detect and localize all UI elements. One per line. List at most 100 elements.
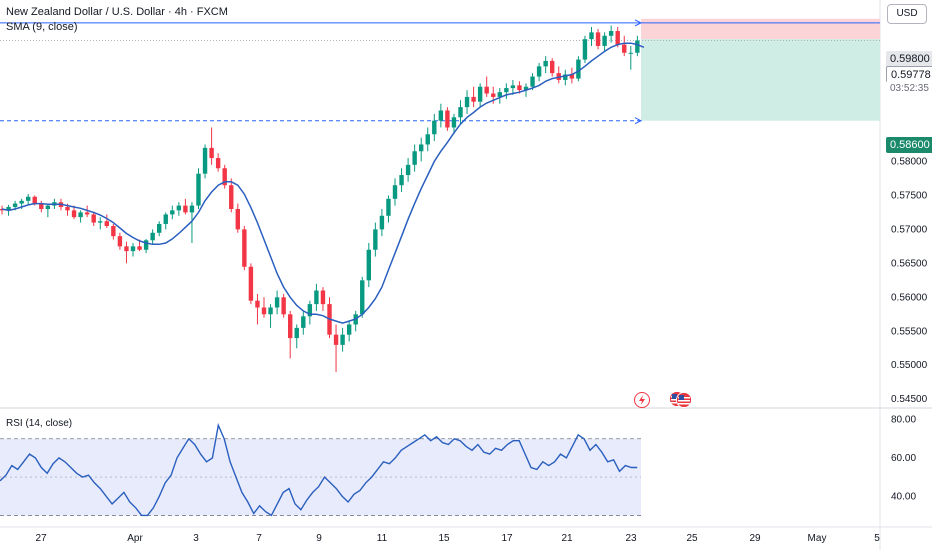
time-tick-label: 25 — [686, 533, 698, 544]
candle-body — [550, 60, 555, 74]
candle-body — [294, 327, 299, 339]
candle-body — [6, 206, 11, 211]
price-tick-label: 0.58000 — [891, 156, 928, 167]
candle-body — [242, 229, 247, 267]
candle-body — [412, 151, 417, 165]
candle-body — [19, 200, 24, 204]
candle-body — [39, 203, 44, 209]
countdown-tag: 03:52:35 — [886, 81, 932, 97]
candle-body — [32, 196, 37, 204]
price-tick-label: 0.57000 — [891, 224, 928, 235]
candle-body — [386, 198, 391, 216]
candle-body — [301, 316, 306, 328]
candle-body — [124, 246, 129, 252]
candle-body — [360, 280, 365, 315]
stop-level-price-tag: 0.58600 — [886, 137, 932, 153]
candle-body — [530, 76, 535, 87]
price-tick-label: 0.56000 — [891, 292, 928, 303]
candle-body — [91, 214, 96, 223]
candle-body — [379, 215, 385, 230]
candle-body — [26, 196, 31, 201]
candle-body — [622, 44, 627, 53]
price-tick-label: 0.57500 — [891, 190, 928, 201]
flash-event-icon[interactable] — [634, 392, 650, 408]
candle-body — [130, 246, 136, 252]
candle-body — [71, 210, 77, 218]
candle-body — [255, 300, 260, 308]
time-tick-label: 23 — [625, 533, 637, 544]
loss-zone — [641, 18, 880, 40]
candle-body — [209, 147, 214, 159]
symbol-title: New Zealand Dollar / U.S. Dollar · 4h · … — [6, 6, 228, 18]
candle-body — [150, 232, 155, 241]
resistance-arrow-icon — [634, 19, 643, 27]
currency-button[interactable]: USD — [887, 4, 927, 24]
time-tick-label: 15 — [438, 533, 450, 544]
candle-body — [471, 96, 476, 102]
candle-body — [615, 31, 620, 45]
candle-body — [248, 266, 254, 301]
time-tick-label: 21 — [561, 533, 573, 544]
candle-body — [445, 110, 450, 128]
candle-body — [510, 85, 516, 89]
rsi-line — [0, 422, 638, 517]
candle-body — [504, 88, 509, 93]
candle-body — [635, 40, 640, 53]
candle-body — [274, 297, 280, 308]
time-tick-label: 11 — [377, 533, 388, 544]
candle-body — [104, 221, 109, 226]
candle-body — [477, 86, 483, 102]
rsi-indicator-label[interactable]: RSI (14, close) — [6, 418, 73, 429]
candle-body — [288, 314, 293, 339]
time-tick-label: 7 — [256, 533, 262, 544]
candle-body — [589, 32, 594, 40]
candle-body — [608, 31, 614, 36]
price-tick-label: 0.55500 — [891, 326, 928, 337]
candle-body — [320, 290, 326, 305]
candle-body — [491, 93, 496, 97]
candle-body — [563, 74, 568, 80]
candle-body — [307, 304, 313, 317]
candle-body — [183, 205, 188, 213]
candle-body — [602, 35, 607, 46]
time-tick-label: 27 — [35, 533, 47, 544]
time-tick-label: Apr — [127, 533, 143, 544]
candle-body — [222, 168, 227, 186]
candle-body — [346, 324, 352, 335]
candle-body — [84, 212, 90, 215]
time-tick-label: 29 — [749, 533, 761, 544]
time-tick-label: 9 — [316, 533, 322, 544]
candle-body — [143, 240, 149, 250]
support-arrow-icon — [634, 117, 643, 125]
candle-body — [569, 74, 575, 79]
price-tick-label: 0.56500 — [891, 258, 928, 269]
sma-indicator-label[interactable]: SMA (9, close) — [6, 21, 78, 33]
candle-body — [628, 52, 633, 54]
candle-body — [405, 164, 411, 176]
candle-body — [582, 39, 588, 60]
profit-zone — [641, 39, 880, 121]
candle-body — [261, 307, 267, 315]
candle-body — [523, 86, 529, 91]
candle-body — [340, 334, 345, 345]
candle-body — [314, 290, 319, 305]
candle-body — [517, 85, 522, 91]
sma-line — [1, 42, 645, 324]
time-tick-label: 17 — [501, 533, 513, 544]
candle-body — [235, 209, 240, 230]
candle-body — [117, 236, 123, 247]
candle-body — [137, 246, 142, 250]
last-price-tag: 0.59778 — [886, 66, 932, 84]
candle-body — [189, 205, 195, 213]
candle-body — [392, 185, 398, 199]
candle-body — [176, 205, 182, 211]
us-flag-event-icon-2[interactable] — [676, 392, 692, 408]
candle-body — [497, 92, 502, 97]
candle-body — [157, 223, 162, 233]
candle-body — [536, 66, 542, 77]
candle-body — [196, 173, 201, 206]
candle-body — [163, 214, 168, 224]
candle-body — [419, 144, 424, 152]
rsi-tick-label: 40.00 — [891, 491, 916, 502]
